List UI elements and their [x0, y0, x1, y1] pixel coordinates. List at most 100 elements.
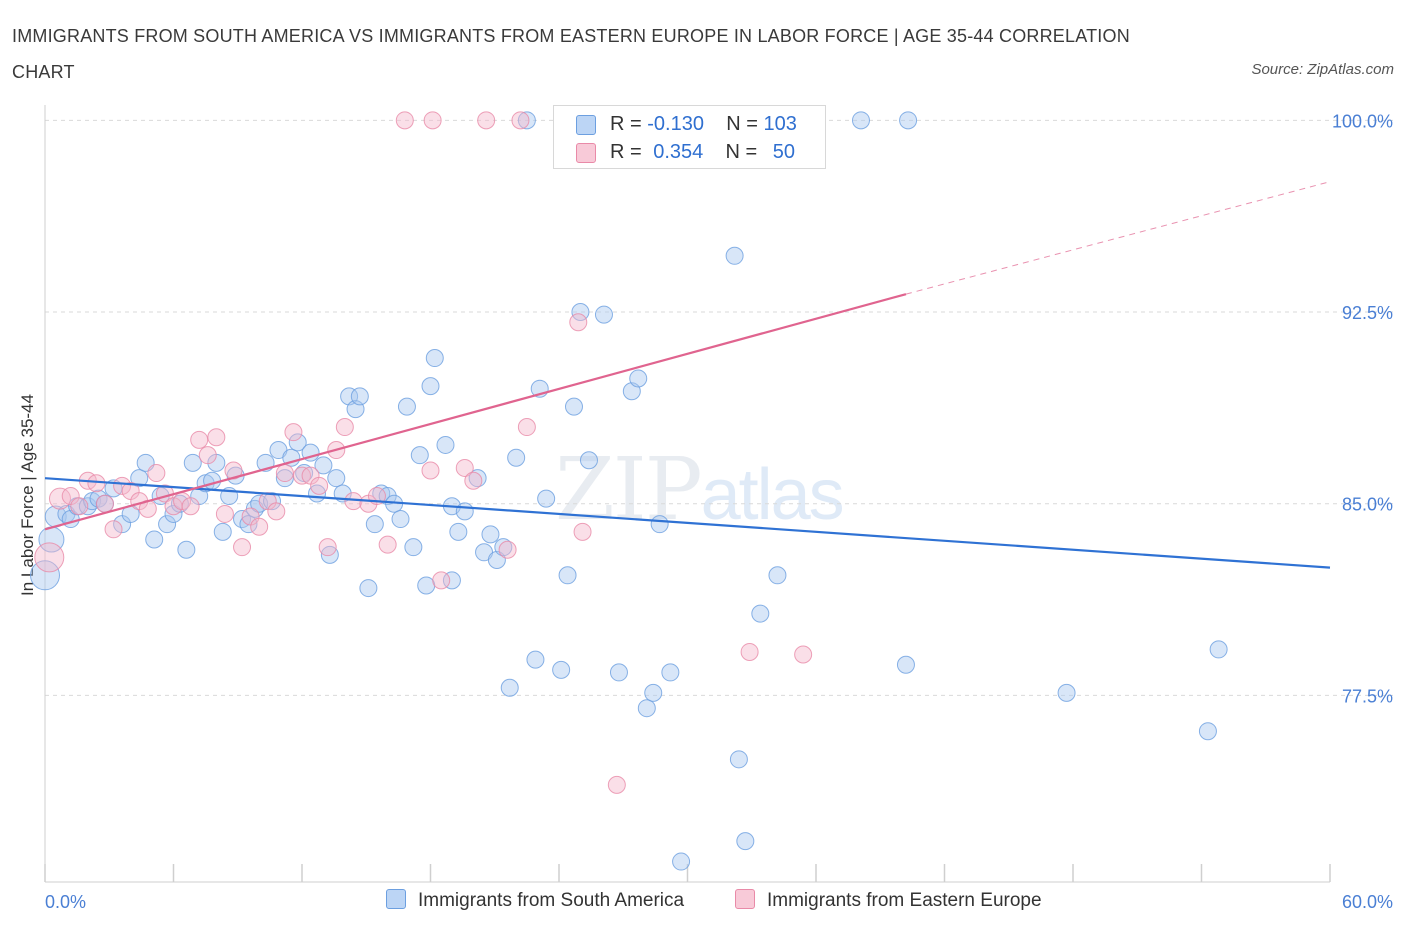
- point-south-america: [579, 451, 598, 470]
- legend-swatch-eastern-europe: [576, 143, 596, 163]
- data-points: [30, 111, 1228, 871]
- point-south-america: [365, 515, 384, 534]
- point-south-america: [359, 579, 378, 598]
- y-tick-label: 85.0%: [1342, 495, 1393, 515]
- legend-r-label: R =: [610, 113, 642, 135]
- point-south-america: [442, 571, 461, 590]
- point-eastern-europe: [190, 430, 209, 449]
- point-south-america: [425, 349, 444, 368]
- legend-label-eastern-europe: Immigrants from Eastern Europe: [767, 890, 1042, 911]
- point-south-america: [558, 566, 577, 585]
- point-south-america: [1057, 683, 1076, 702]
- point-south-america: [661, 663, 680, 682]
- y-tick-label: 92.5%: [1342, 303, 1393, 323]
- point-south-america: [609, 663, 628, 682]
- point-eastern-europe: [147, 464, 166, 483]
- point-eastern-europe: [378, 535, 397, 554]
- point-south-america: [164, 504, 183, 523]
- point-eastern-europe: [113, 476, 132, 495]
- x-tick-label: 0.0%: [45, 892, 86, 912]
- point-south-america: [421, 377, 440, 396]
- point-south-america: [1198, 722, 1217, 741]
- point-south-america: [899, 111, 918, 130]
- point-south-america: [314, 456, 333, 475]
- legend-item-eastern-europe[interactable]: Immigrants from Eastern Europe: [735, 889, 1042, 912]
- point-eastern-europe: [423, 111, 442, 130]
- legend-n-label: N =: [726, 113, 758, 135]
- point-south-america: [564, 397, 583, 416]
- point-eastern-europe: [198, 446, 217, 465]
- point-south-america: [517, 111, 536, 130]
- point-south-america: [449, 522, 468, 541]
- point-south-america: [30, 560, 60, 591]
- point-south-america: [751, 604, 770, 623]
- point-south-america: [896, 655, 915, 674]
- point-south-america: [177, 540, 196, 559]
- point-south-america: [736, 832, 755, 851]
- point-eastern-europe: [740, 642, 759, 661]
- legend-n-value: 103: [763, 113, 797, 135]
- point-eastern-europe: [498, 540, 517, 559]
- point-eastern-europe: [310, 476, 329, 495]
- legend-swatch-south-america: [576, 115, 596, 135]
- point-south-america: [288, 433, 307, 452]
- tick-labels: 100.0% 92.5% 85.0% 77.5% 0.0% 60.0%: [45, 111, 1393, 912]
- point-south-america: [650, 515, 669, 534]
- legend-item-south-america[interactable]: Immigrants from South America: [386, 889, 684, 912]
- point-south-america: [537, 489, 556, 508]
- point-eastern-europe: [224, 461, 243, 480]
- trend-line-south-america: [44, 477, 1331, 569]
- point-south-america: [203, 471, 222, 490]
- trend-lines: [44, 181, 1331, 569]
- point-eastern-europe: [284, 423, 303, 442]
- point-south-america: [145, 530, 164, 549]
- point-south-america: [130, 469, 149, 488]
- point-eastern-europe: [233, 538, 252, 557]
- point-eastern-europe: [250, 517, 269, 536]
- point-south-america: [378, 487, 397, 506]
- point-eastern-europe: [87, 474, 106, 493]
- point-eastern-europe: [517, 418, 536, 437]
- point-eastern-europe: [207, 428, 226, 447]
- grid-lines: [45, 119, 1395, 696]
- point-south-america: [481, 525, 500, 544]
- point-eastern-europe: [95, 494, 114, 513]
- trend-extension-eastern-europe: [905, 181, 1331, 295]
- point-south-america: [455, 502, 474, 521]
- point-eastern-europe: [432, 571, 451, 590]
- trend-line-eastern-europe: [44, 293, 907, 531]
- legend-swatch-south-america: [386, 889, 406, 909]
- point-south-america: [526, 650, 545, 669]
- point-south-america: [350, 387, 369, 406]
- point-south-america: [1209, 640, 1228, 659]
- point-eastern-europe: [455, 458, 474, 477]
- point-south-america: [594, 305, 613, 324]
- point-south-america: [320, 545, 339, 564]
- point-eastern-europe: [421, 461, 440, 480]
- point-eastern-europe: [794, 645, 813, 664]
- point-eastern-europe: [607, 775, 626, 794]
- point-south-america: [391, 510, 410, 529]
- correlation-legend: R = -0.130 N = 103 R = 0.354 N = 50: [553, 105, 826, 169]
- point-south-america: [436, 435, 455, 454]
- point-eastern-europe: [569, 313, 588, 332]
- point-south-america: [629, 369, 648, 388]
- point-eastern-europe: [344, 492, 363, 511]
- point-south-america: [404, 538, 423, 557]
- y-tick-label: 77.5%: [1342, 686, 1393, 706]
- legend-swatch-eastern-europe: [735, 889, 755, 909]
- legend-n-value: 50: [772, 141, 796, 163]
- legend-r-value: -0.130: [647, 113, 704, 135]
- point-eastern-europe: [48, 487, 71, 510]
- point-eastern-europe: [573, 522, 592, 541]
- point-eastern-europe: [215, 504, 234, 523]
- point-south-america: [500, 678, 519, 697]
- point-eastern-europe: [464, 471, 483, 490]
- source-label: Source: ZipAtlas.com: [1251, 61, 1394, 78]
- point-south-america: [327, 469, 346, 488]
- point-south-america: [768, 566, 787, 585]
- point-south-america: [644, 683, 663, 702]
- point-south-america: [417, 576, 436, 595]
- point-south-america: [263, 492, 282, 511]
